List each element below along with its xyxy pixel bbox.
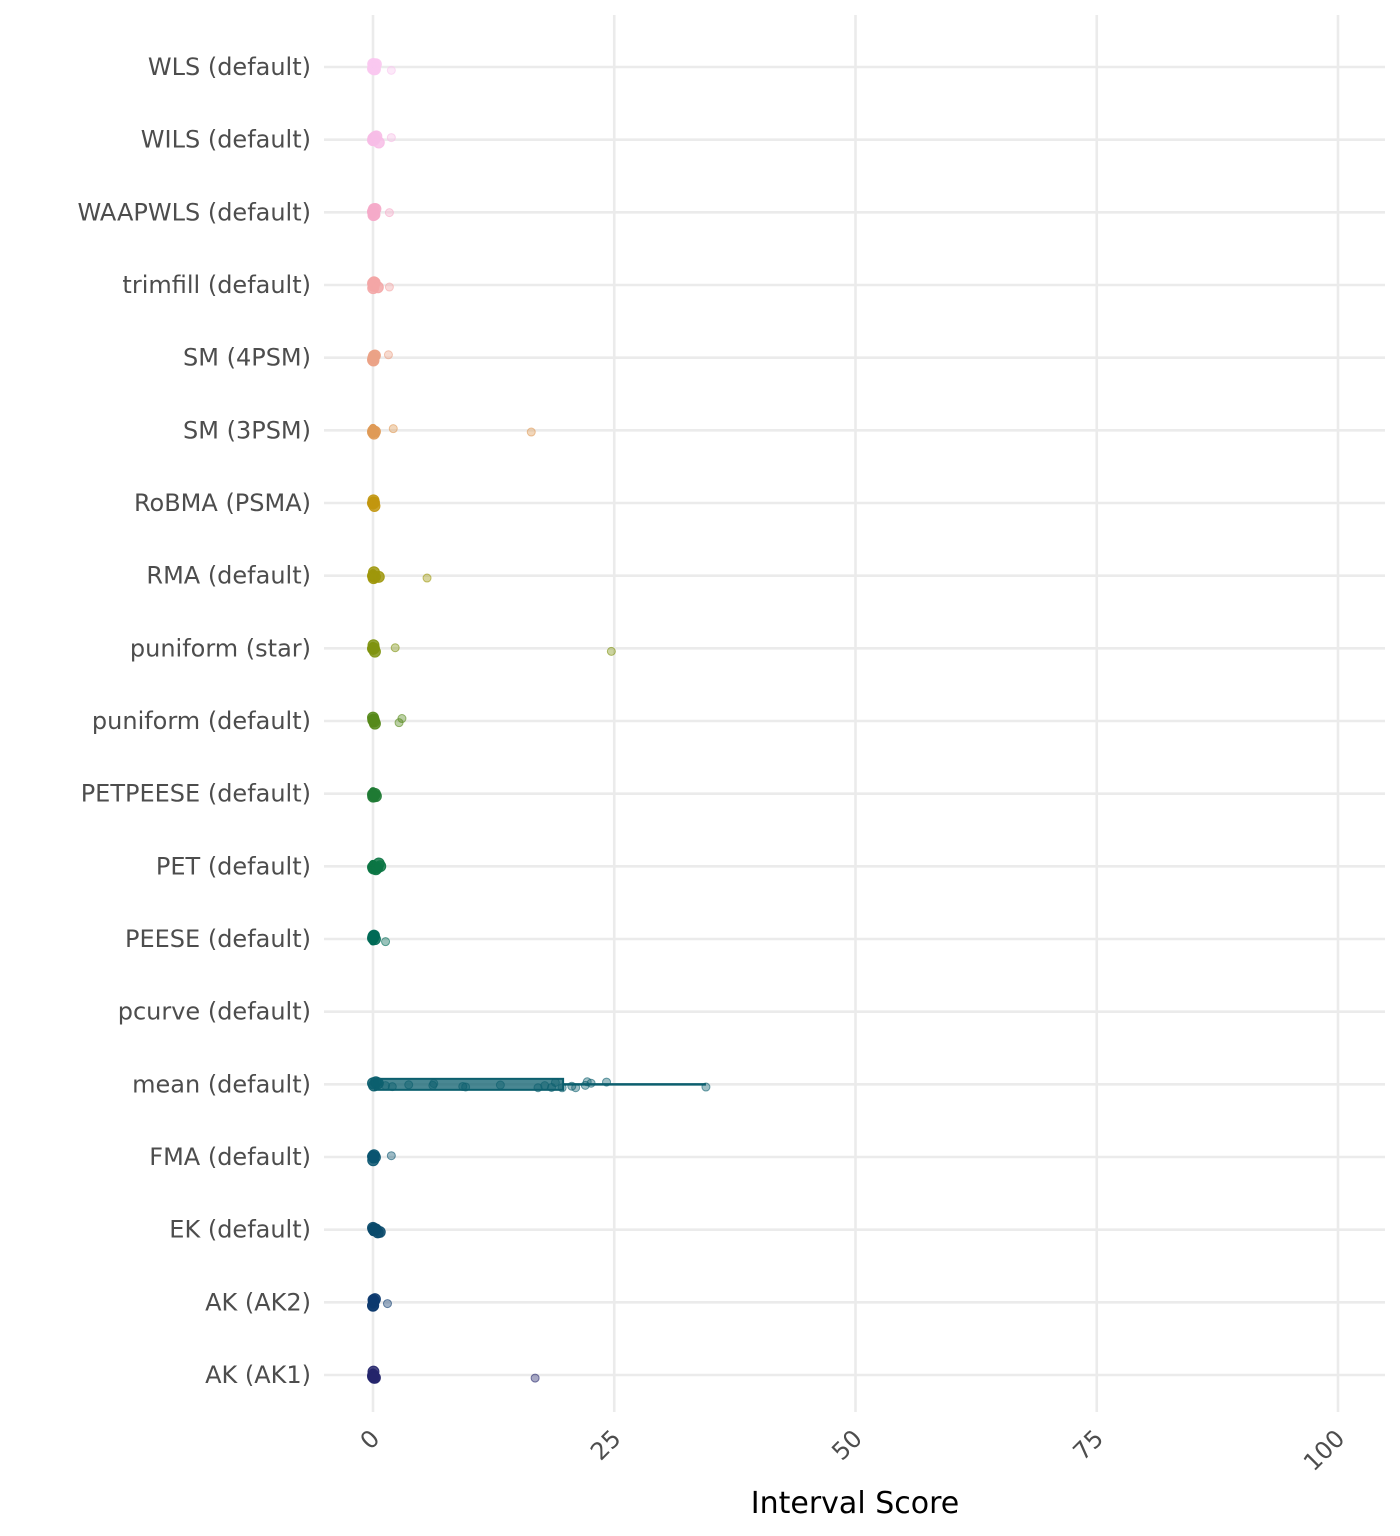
y-tick-label: AK (AK1) [205,1361,311,1389]
series-group [367,1076,711,1093]
data-point [606,646,616,656]
y-tick-label: puniform (star) [130,634,311,662]
data-point [368,1371,381,1384]
series-group [367,711,407,730]
data-point [372,136,385,149]
y-tick-label: WILS (default) [141,126,311,154]
x-tick-label: 75 [1068,1424,1109,1465]
plot-data [367,58,711,1384]
y-tick-label: PEESE (default) [125,925,311,953]
series-group [367,929,391,947]
y-axis-tick-labels: WLS (default) WILS (default) WAAPWLS (defa… [77,53,311,1389]
data-point [550,1077,560,1087]
data-point [381,1081,391,1091]
data-point [701,1082,711,1092]
data-point [533,1083,543,1093]
series-group [367,787,382,803]
series-group [367,202,394,222]
data-point [461,1082,471,1092]
data-point [368,349,381,362]
data-point [386,133,396,143]
series-group [367,130,396,149]
data-point [369,202,382,215]
x-tick-label: 25 [585,1424,626,1465]
data-point [384,282,394,292]
data-point [383,350,393,360]
data-point [371,281,384,294]
x-axis-label: Interval Score [751,1486,959,1521]
y-tick-label: RMA (default) [146,562,311,590]
data-point [571,1083,581,1093]
y-tick-label: AK (AK2) [205,1288,311,1316]
series-group [367,276,394,295]
y-tick-label: WLS (default) [148,53,311,81]
series-group [367,1365,540,1384]
series-group [367,349,393,367]
y-tick-label: PETPEESE (default) [81,780,311,808]
y-tick-label: PET (default) [156,852,311,880]
data-point [540,1081,550,1091]
data-point [429,1078,439,1088]
data-point [384,208,394,218]
grid-lines [324,15,1385,1412]
data-point [368,1293,381,1306]
data-point [368,1151,381,1164]
y-tick-label: trimfill (default) [122,271,311,299]
series-group [367,639,616,658]
x-tick-label: 0 [355,1424,386,1455]
x-tick-label: 100 [1298,1424,1350,1476]
data-point [372,570,385,583]
data-point [390,643,400,653]
data-point [495,1080,505,1090]
data-point [422,573,432,583]
data-point [368,500,381,513]
data-point [404,1080,414,1090]
data-point [458,1081,468,1091]
y-tick-label: WAAPWLS (default) [77,198,311,226]
data-point [369,58,382,71]
data-point [368,645,381,658]
series-group [367,494,381,513]
y-tick-label: mean (default) [132,1070,311,1098]
data-point [530,1373,540,1383]
data-point [386,65,396,75]
series-group [367,423,536,440]
data-point [557,1083,567,1093]
y-tick-label: puniform (default) [92,707,311,735]
data-point [368,425,381,438]
series-group [367,857,387,876]
y-tick-label: EK (default) [169,1216,311,1244]
data-point [374,860,387,873]
y-tick-label: pcurve (default) [118,998,311,1026]
series-group [367,1293,392,1312]
data-point [526,427,536,437]
data-point [387,1082,397,1092]
data-point [368,933,381,946]
data-point [386,1151,396,1161]
y-tick-label: RoBMA (PSMA) [134,489,311,517]
data-point [369,790,382,803]
data-point [397,714,407,724]
series-group [367,58,396,76]
data-point [368,717,381,730]
data-point [586,1078,596,1088]
series-group [367,566,432,585]
x-axis-tick-labels: 0 25 50 75 100 [355,1424,1351,1476]
y-tick-label: FMA (default) [149,1143,311,1171]
series-group [367,1221,386,1239]
data-point [373,1225,386,1238]
data-point [602,1077,612,1087]
x-tick-label: 50 [826,1424,867,1465]
data-point [388,424,398,434]
data-point [371,1077,384,1090]
data-point [382,1299,392,1309]
series-group [367,1149,396,1167]
y-tick-label: SM (4PSM) [183,344,311,372]
data-point [381,937,391,947]
y-tick-label: SM (3PSM) [183,416,311,444]
